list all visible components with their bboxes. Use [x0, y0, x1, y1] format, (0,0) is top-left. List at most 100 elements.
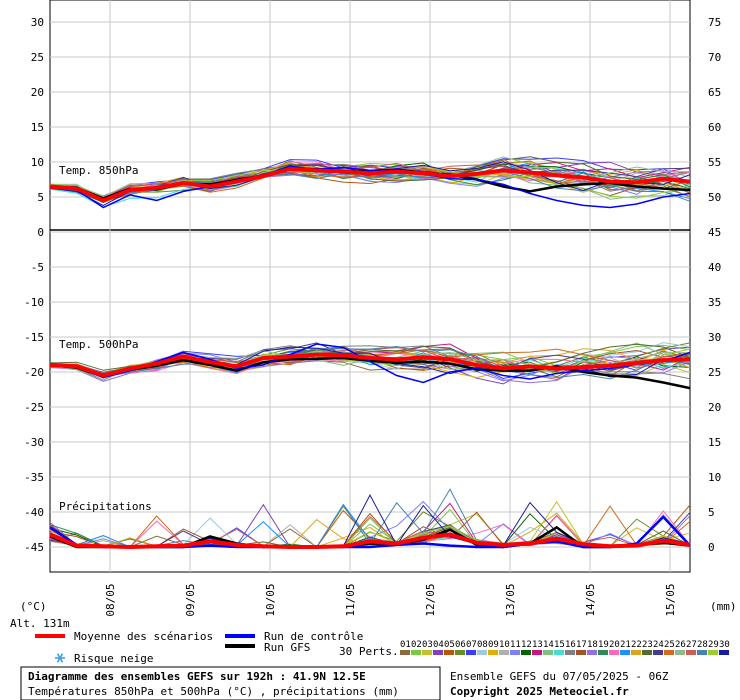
perturbation-number: 06 — [455, 640, 466, 650]
perturbation-number: 09 — [488, 640, 499, 650]
perturbation-number: 17 — [576, 640, 587, 650]
perturbation-number: 15 — [554, 640, 565, 650]
perturbation-number: 13 — [532, 640, 543, 650]
left-tick-label: -5 — [31, 261, 44, 274]
legend-perturbations-label: 30 Perts. — [339, 645, 399, 658]
perturbation-number: 10 — [499, 640, 510, 650]
perturbation-swatch — [620, 650, 630, 655]
right-tick-label: 75 — [708, 16, 721, 29]
right-tick-label: 30 — [708, 331, 721, 344]
perturbation-swatch — [675, 650, 685, 655]
x-tick-label: 12/05 — [424, 583, 437, 616]
perturbation-number: 20 — [609, 640, 620, 650]
left-tick-label: -35 — [24, 471, 44, 484]
right-tick-label: 70 — [708, 51, 721, 64]
footer-subtitle: Températures 850hPa et 500hPa (°C) , pré… — [28, 685, 399, 698]
perturbation-swatch — [499, 650, 509, 655]
perturbation-number: 26 — [675, 640, 686, 650]
right-tick-label: 40 — [708, 261, 721, 274]
panel-label-t850: Temp. 850hPa — [59, 164, 138, 177]
perturbation-swatch — [686, 650, 696, 655]
perturbation-number: 30 — [719, 640, 730, 650]
perturbation-swatch — [433, 650, 443, 655]
x-tick-label: 11/05 — [344, 583, 357, 616]
perturbation-number: 04 — [433, 640, 444, 650]
left-tick-label: -15 — [24, 331, 44, 344]
right-tick-label: 10 — [708, 471, 721, 484]
perturbation-number: 21 — [620, 640, 631, 650]
footer-run: Ensemble GEFS du 07/05/2025 - 06Z — [450, 670, 669, 683]
perturbation-number: 05 — [444, 640, 455, 650]
perturbation-swatch — [565, 650, 575, 655]
right-tick-label: 25 — [708, 366, 721, 379]
perturbation-number: 18 — [587, 640, 598, 650]
ensemble-line-t500 — [49, 345, 691, 380]
perturbation-number: 22 — [631, 640, 642, 650]
right-tick-label: 0 — [708, 541, 715, 554]
mean-line-t850 — [49, 166, 691, 203]
perturbation-swatch — [576, 650, 586, 655]
left-tick-label: -30 — [24, 436, 44, 449]
footer-copyright: Copyright 2025 Meteociel.fr — [450, 685, 629, 698]
perturbation-swatch — [477, 650, 487, 655]
perturbation-swatch — [400, 650, 410, 655]
right-tick-label: 65 — [708, 86, 721, 99]
footer-box — [20, 666, 441, 700]
perturbation-number: 08 — [477, 640, 488, 650]
perturbation-swatch — [598, 650, 608, 655]
perturbation-number: 14 — [543, 640, 554, 650]
right-tick-label: 55 — [708, 156, 721, 169]
perturbation-swatch — [510, 650, 520, 655]
perturbation-number: 28 — [697, 640, 708, 650]
perturbation-legend: 01 02 03 04 05 06 07 08 09 10 11 12 13 14 15 16 17 18 19 20… — [400, 640, 730, 655]
perturbation-number: 16 — [565, 640, 576, 650]
footer-title: Diagramme des ensembles GEFS sur 192h : … — [28, 670, 366, 683]
perturbation-swatch — [455, 650, 465, 655]
control-line-t850 — [49, 166, 691, 209]
x-tick-label: 10/05 — [264, 583, 277, 616]
legend-gfs-label: Run GFS — [264, 641, 310, 654]
right-tick-label: 15 — [708, 436, 721, 449]
perturbation-swatch — [587, 650, 597, 655]
perturbation-swatch — [609, 650, 619, 655]
panel-label-t500: Temp. 500hPa — [59, 338, 138, 351]
panel-label-precip: Précipitations — [59, 500, 152, 513]
perturbation-swatch — [708, 650, 718, 655]
control-line-t500 — [49, 343, 691, 384]
left-tick-label: 10 — [31, 156, 44, 169]
left-tick-label: -45 — [24, 541, 44, 554]
perturbation-swatch — [719, 650, 729, 655]
perturbation-swatch — [631, 650, 641, 655]
perturbation-swatch — [411, 650, 421, 655]
grid — [50, 0, 690, 572]
snowflake-icon — [55, 653, 65, 663]
right-tick-label: 50 — [708, 191, 721, 204]
left-tick-label: 20 — [31, 86, 44, 99]
x-tick-label: 08/05 — [104, 583, 117, 616]
right-unit-label: (mm) — [710, 600, 737, 613]
perturbation-swatch — [532, 650, 542, 655]
legend-control-label: Run de contrôle — [264, 630, 363, 643]
perturbation-number: 19 — [598, 640, 609, 650]
x-tick-label: 14/05 — [584, 583, 597, 616]
perturbation-number: 02 — [411, 640, 422, 650]
perturbation-swatch — [653, 650, 663, 655]
left-tick-label: 0 — [37, 226, 44, 239]
plot-area — [49, 0, 691, 573]
perturbation-number: 03 — [422, 640, 433, 650]
perturbation-number: 25 — [664, 640, 675, 650]
perturbation-swatch — [543, 650, 553, 655]
perturbation-swatch — [488, 650, 498, 655]
perturbation-swatch — [664, 650, 674, 655]
left-tick-label: -25 — [24, 401, 44, 414]
right-tick-label: 60 — [708, 121, 721, 134]
perturbation-swatch — [697, 650, 707, 655]
perturbation-number: 23 — [642, 640, 653, 650]
perturbation-number: 27 — [686, 640, 697, 650]
right-tick-label: 5 — [708, 506, 715, 519]
perturbation-swatch — [466, 650, 476, 655]
perturbation-number: 24 — [653, 640, 664, 650]
left-unit-label: (°C) — [20, 600, 47, 613]
right-tick-label: 45 — [708, 226, 721, 239]
